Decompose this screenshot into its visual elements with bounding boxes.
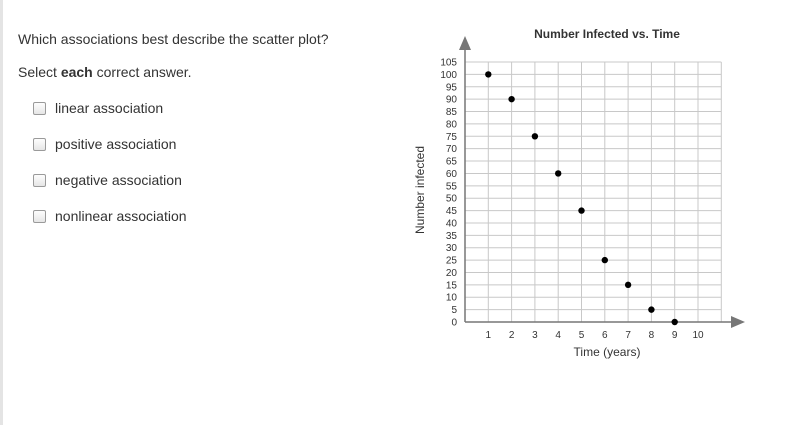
checkbox-linear[interactable] bbox=[33, 101, 46, 115]
y-tick-label: 30 bbox=[446, 243, 458, 254]
answer-options: linear association positive association … bbox=[33, 100, 187, 244]
y-tick-label: 90 bbox=[446, 95, 458, 106]
y-tick-label: 45 bbox=[446, 206, 458, 217]
y-tick-label: 60 bbox=[446, 169, 458, 180]
y-tick-label: 105 bbox=[440, 58, 457, 69]
option-label-linear[interactable]: linear association bbox=[55, 100, 164, 116]
y-tick-label: 75 bbox=[446, 132, 458, 143]
data-point bbox=[508, 95, 515, 103]
y-tick-labels: 0510152025303540455055606570758085909510… bbox=[440, 58, 457, 329]
option-positive[interactable]: positive association bbox=[33, 136, 187, 152]
checkbox-negative[interactable] bbox=[33, 173, 46, 187]
data-point bbox=[671, 318, 678, 326]
instruction-suffix: correct answer. bbox=[92, 64, 192, 80]
y-tick-label: 95 bbox=[446, 82, 458, 93]
checkbox-nonlinear[interactable] bbox=[33, 209, 46, 223]
y-tick-label: 85 bbox=[446, 107, 458, 118]
y-axis-label: Number infected bbox=[413, 146, 427, 234]
data-point bbox=[578, 207, 585, 214]
y-tick-label: 20 bbox=[446, 268, 458, 279]
y-tick-label: 100 bbox=[440, 70, 457, 81]
question-prompt: Which associations best describe the sca… bbox=[18, 31, 329, 47]
question-instruction: Select each correct answer. bbox=[18, 64, 192, 80]
x-tick-label: 8 bbox=[649, 330, 655, 341]
y-tick-label: 50 bbox=[446, 194, 458, 205]
option-label-positive[interactable]: positive association bbox=[55, 136, 177, 152]
option-label-nonlinear[interactable]: nonlinear association bbox=[55, 208, 187, 224]
option-label-negative[interactable]: negative association bbox=[55, 172, 182, 188]
scatter-plot: Number Infected vs. Time 0 5 10 15 20 25 30 35 4… bbox=[405, 22, 755, 372]
data-point bbox=[648, 306, 655, 313]
x-tick-label: 5 bbox=[579, 330, 585, 341]
x-tick-label: 1 bbox=[486, 330, 492, 341]
x-tick-label: 6 bbox=[602, 330, 608, 341]
data-point bbox=[601, 256, 608, 264]
instruction-emphasis: each bbox=[60, 64, 93, 80]
data-points bbox=[485, 71, 678, 326]
chart-title: Number Infected vs. Time bbox=[534, 27, 680, 41]
x-axis-label: Time (years) bbox=[574, 345, 641, 359]
y-tick-label: 35 bbox=[446, 231, 458, 242]
checkbox-positive[interactable] bbox=[33, 137, 46, 151]
scatter-plot-svg: Number Infected vs. Time 051015202530354… bbox=[413, 27, 745, 359]
y-tick-label: 80 bbox=[446, 119, 458, 130]
x-tick-label: 4 bbox=[555, 330, 561, 341]
option-nonlinear[interactable]: nonlinear association bbox=[33, 208, 187, 224]
data-point bbox=[624, 281, 632, 289]
x-tick-label: 9 bbox=[672, 330, 678, 341]
x-tick-labels: 1 2 3 4 5 6 7 8 9 10 bbox=[486, 330, 704, 341]
x-tick-label: 7 bbox=[625, 330, 631, 341]
chart-axes bbox=[459, 36, 745, 328]
chart-grid bbox=[465, 61, 722, 323]
y-tick-label: 65 bbox=[446, 157, 458, 168]
x-tick-label: 10 bbox=[692, 330, 704, 341]
option-negative[interactable]: negative association bbox=[33, 172, 187, 188]
data-point bbox=[555, 170, 562, 177]
y-tick-label: 5 bbox=[451, 305, 457, 316]
y-tick-label: 15 bbox=[446, 280, 458, 291]
x-axis-arrow bbox=[731, 316, 745, 328]
y-tick-label: 40 bbox=[446, 218, 458, 229]
y-tick-label: 55 bbox=[446, 181, 458, 192]
y-tick-label: 70 bbox=[446, 144, 458, 155]
x-tick-label: 3 bbox=[532, 330, 538, 341]
option-linear[interactable]: linear association bbox=[33, 100, 187, 116]
data-point bbox=[531, 133, 539, 140]
y-tick-label: 0 bbox=[451, 318, 457, 329]
y-axis-arrow bbox=[459, 36, 471, 50]
data-point bbox=[485, 71, 492, 78]
y-tick-label: 25 bbox=[446, 256, 458, 267]
left-border bbox=[0, 0, 3, 425]
x-tick-label: 2 bbox=[509, 330, 515, 341]
instruction-prefix: Select bbox=[18, 64, 61, 80]
y-tick-label: 10 bbox=[446, 293, 458, 304]
